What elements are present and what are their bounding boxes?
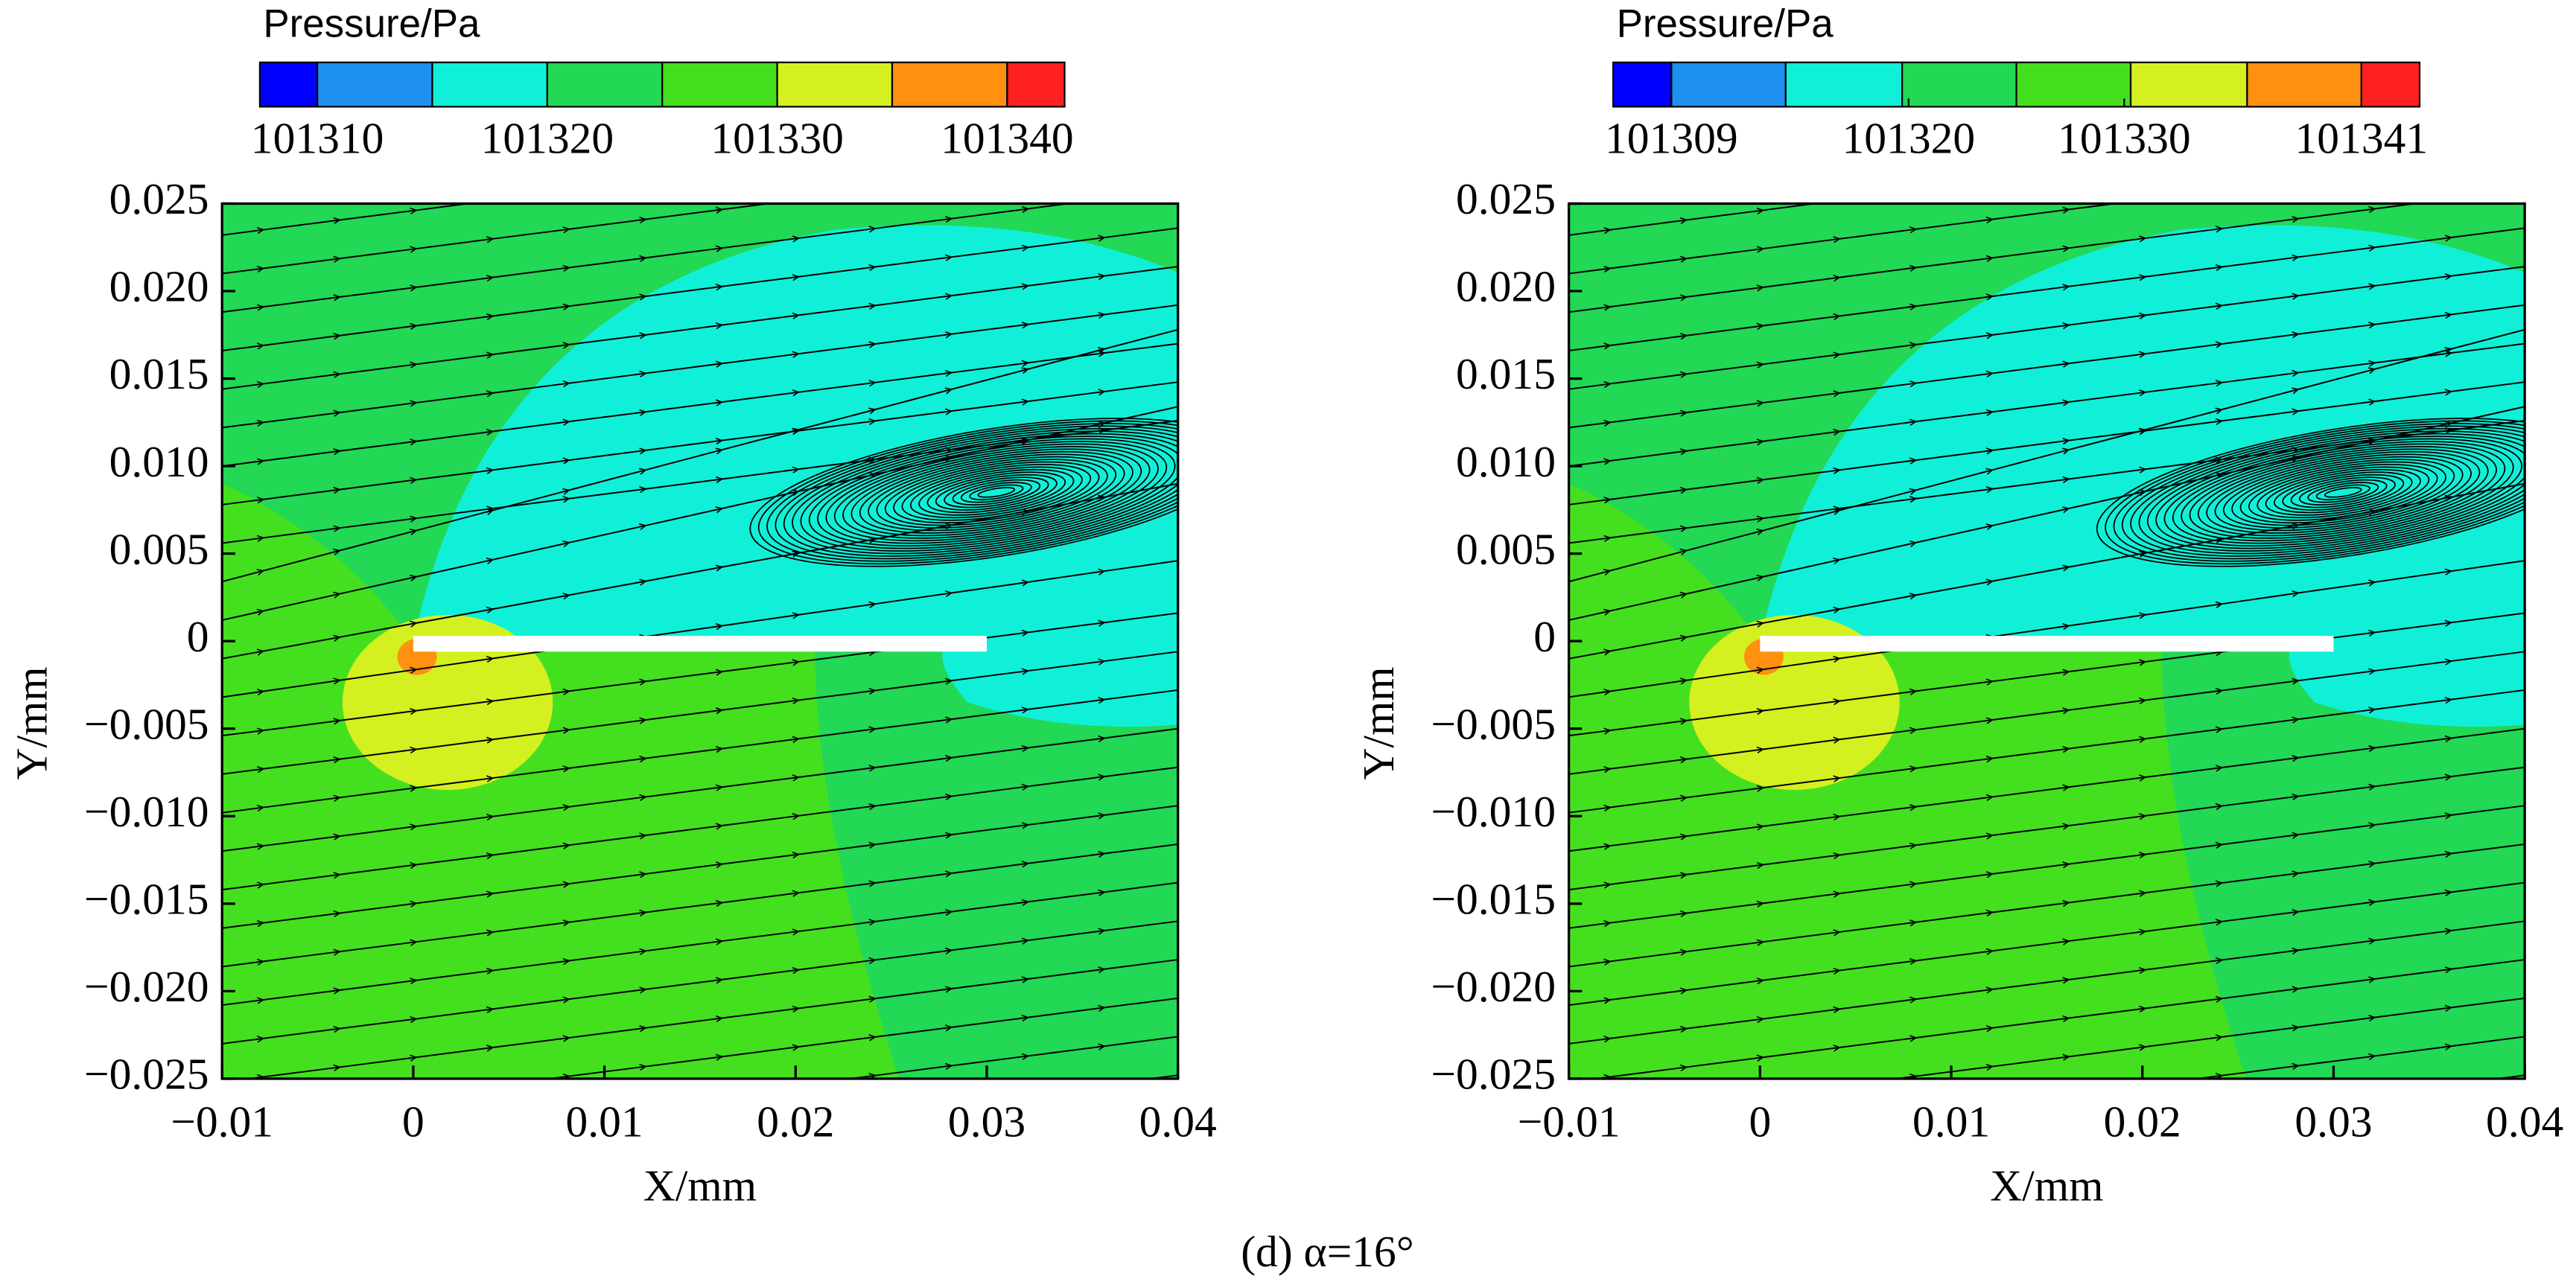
colorbar-band bbox=[776, 61, 894, 108]
y-tick-label: −0.005 bbox=[84, 699, 209, 748]
colorbar-band bbox=[1784, 61, 1904, 108]
y-tick-label: 0.020 bbox=[109, 262, 209, 311]
colorbar-band bbox=[1901, 61, 2017, 108]
y-tick-label: 0.005 bbox=[1456, 524, 1556, 573]
x-tick-label: 0.03 bbox=[948, 1097, 1025, 1146]
y-tick-label: −0.005 bbox=[1431, 699, 1556, 748]
y-tick-label: −0.015 bbox=[1431, 875, 1556, 924]
colorbar-band bbox=[1006, 61, 1066, 108]
colorbar-band bbox=[2246, 61, 2362, 108]
y-tick-label: 0.020 bbox=[1456, 262, 1556, 311]
y-tick-label: −0.010 bbox=[1431, 787, 1556, 836]
plate bbox=[413, 636, 988, 652]
y-tick-label: 0.010 bbox=[109, 437, 209, 486]
x-tick-label: 0 bbox=[402, 1097, 424, 1146]
colorbar-tick-label: 101340 bbox=[941, 114, 1074, 163]
y-tick-label: 0 bbox=[1533, 612, 1556, 661]
y-axis-label: Y/mm bbox=[1354, 666, 1403, 779]
colorbar-tick-label: 101330 bbox=[710, 114, 844, 163]
colorbar-band bbox=[2129, 61, 2248, 108]
x-tick-label: 0.02 bbox=[757, 1097, 834, 1146]
colorbar-band bbox=[546, 61, 664, 108]
y-tick-label: 0.025 bbox=[109, 174, 209, 223]
streamline bbox=[1568, 203, 2525, 236]
y-tick-label: −0.020 bbox=[84, 962, 209, 1011]
colorbar-band bbox=[317, 61, 433, 108]
colorbar-band bbox=[2360, 61, 2421, 108]
y-tick-label: −0.020 bbox=[1431, 962, 1556, 1011]
colorbar-band bbox=[1612, 61, 1673, 108]
x-tick-label: 0.02 bbox=[2104, 1097, 2181, 1146]
y-tick-label: −0.025 bbox=[84, 1050, 209, 1099]
x-tick-label: 0 bbox=[1749, 1097, 1771, 1146]
plate bbox=[1760, 636, 2334, 652]
colorbar-band bbox=[258, 61, 319, 108]
x-axis-label: X/mm bbox=[643, 1161, 757, 1211]
x-tick-label: −0.01 bbox=[171, 1097, 273, 1146]
x-tick-label: 0.03 bbox=[2294, 1097, 2372, 1146]
colorbar-tick-label: 101330 bbox=[2058, 114, 2191, 163]
colorbar-title: Pressure/Pa bbox=[263, 1, 480, 45]
field bbox=[1568, 203, 2525, 1079]
x-tick-label: 0.01 bbox=[566, 1097, 643, 1146]
x-axis-label: X/mm bbox=[1990, 1161, 2103, 1211]
y-tick-label: 0.015 bbox=[1456, 349, 1556, 398]
x-tick-label: 0.04 bbox=[1139, 1097, 1217, 1146]
caption: (d) α=16° bbox=[1241, 1227, 1413, 1276]
colorbar-band bbox=[891, 61, 1008, 108]
streamline bbox=[222, 203, 1178, 236]
y-tick-label: −0.025 bbox=[1431, 1050, 1556, 1099]
colorbar-tick-label: 101341 bbox=[2295, 114, 2429, 163]
colorbar-band bbox=[2015, 61, 2132, 108]
colorbar-title: Pressure/Pa bbox=[1617, 1, 1834, 45]
y-tick-label: −0.010 bbox=[84, 787, 209, 836]
colorbar-band bbox=[431, 61, 548, 108]
colorbar-tick-label: 101320 bbox=[1842, 114, 1976, 163]
colorbar-band bbox=[661, 61, 778, 108]
field bbox=[222, 203, 1178, 1079]
y-tick-label: −0.015 bbox=[84, 875, 209, 924]
x-tick-label: 0.01 bbox=[1912, 1097, 1990, 1146]
y-tick-label: 0.025 bbox=[1456, 174, 1556, 223]
y-axis-label: Y/mm bbox=[7, 666, 57, 779]
y-tick-label: 0.005 bbox=[109, 524, 209, 573]
colorbar-band bbox=[1670, 61, 1787, 108]
colorbar-tick-label: 101310 bbox=[251, 114, 384, 163]
y-tick-label: 0.010 bbox=[1456, 437, 1556, 486]
colorbar-tick-label: 101309 bbox=[1605, 114, 1738, 163]
y-tick-label: 0.015 bbox=[109, 349, 209, 398]
x-tick-label: 0.04 bbox=[2486, 1097, 2563, 1146]
colorbar-tick-label: 101320 bbox=[481, 114, 614, 163]
y-tick-label: 0 bbox=[187, 612, 209, 661]
x-tick-label: −0.01 bbox=[1518, 1097, 1621, 1146]
